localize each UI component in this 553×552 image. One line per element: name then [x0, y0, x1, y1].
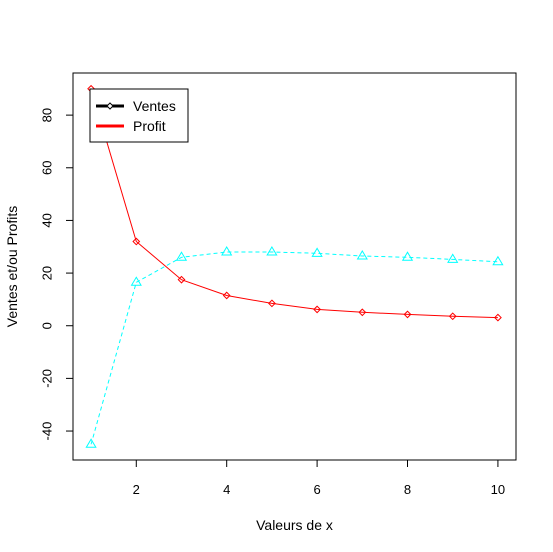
series-line — [90, 251, 498, 445]
data-point — [311, 247, 323, 257]
series-1 — [85, 246, 504, 448]
x-tick-label: 10 — [491, 482, 505, 497]
y-tick-label: 0 — [40, 322, 55, 329]
data-point — [221, 246, 233, 256]
series-line — [90, 88, 498, 319]
data-point — [403, 310, 412, 319]
x-tick-label: 8 — [404, 482, 411, 497]
series-layer — [85, 84, 504, 448]
data-point — [85, 438, 97, 448]
data-point — [401, 251, 414, 261]
y-axis-title: Ventes et/ou Profits — [4, 206, 20, 327]
x-axis: 2 4 6 8 10 — [133, 459, 505, 497]
y-tick-label: 80 — [40, 108, 55, 122]
data-point — [175, 251, 188, 261]
data-point — [492, 255, 504, 266]
data-point — [448, 312, 457, 321]
data-point — [494, 313, 502, 322]
y-tick-label: 60 — [40, 161, 55, 175]
legend-marker — [106, 102, 114, 110]
y-tick-label: 40 — [40, 213, 55, 227]
legend: Ventes Profit — [89, 88, 189, 143]
legend-box — [89, 88, 189, 143]
y-tick-label: -20 — [40, 369, 55, 388]
data-point — [267, 299, 276, 308]
x-tick-label: 2 — [133, 482, 140, 497]
data-point — [177, 275, 186, 284]
y-tick-label: -40 — [40, 422, 55, 441]
legend-label: Ventes — [133, 98, 176, 114]
data-point — [222, 291, 231, 300]
data-point — [447, 253, 459, 263]
data-point — [132, 237, 141, 246]
data-point — [356, 249, 368, 260]
legend-label: Profit — [133, 118, 166, 134]
data-point — [358, 308, 367, 317]
x-axis-title: Valeurs de x — [256, 517, 333, 533]
x-tick-label: 6 — [313, 482, 320, 497]
data-point — [130, 276, 142, 286]
x-tick-label: 4 — [223, 482, 230, 497]
y-axis: -40 -20 0 20 40 60 80 — [40, 108, 74, 441]
data-point — [313, 305, 322, 314]
series-0 — [87, 84, 502, 322]
data-point — [266, 246, 278, 256]
y-tick-label: 20 — [40, 266, 55, 280]
